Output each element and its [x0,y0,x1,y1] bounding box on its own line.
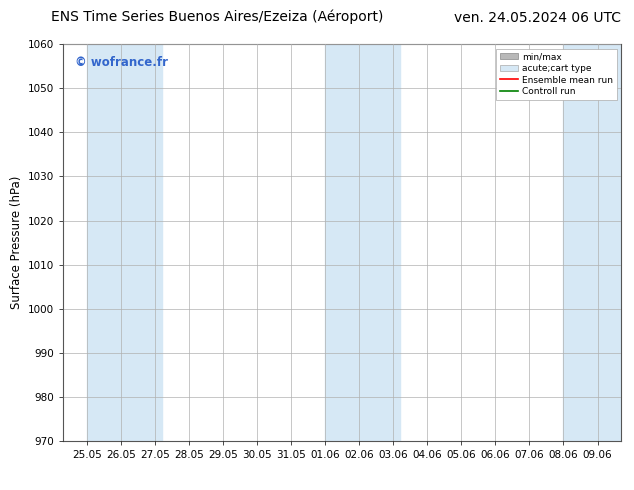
Text: ENS Time Series Buenos Aires/Ezeiza (Aéroport): ENS Time Series Buenos Aires/Ezeiza (Aér… [51,10,383,24]
Y-axis label: Surface Pressure (hPa): Surface Pressure (hPa) [10,176,23,309]
Bar [564,44,621,441]
Bar [87,44,162,441]
Text: ven. 24.05.2024 06 UTC: ven. 24.05.2024 06 UTC [455,10,621,24]
Bar [325,44,400,441]
Text: © wofrance.fr: © wofrance.fr [75,56,167,69]
Legend: min/max, acute;cart type, Ensemble mean run, Controll run: min/max, acute;cart type, Ensemble mean … [496,49,617,100]
